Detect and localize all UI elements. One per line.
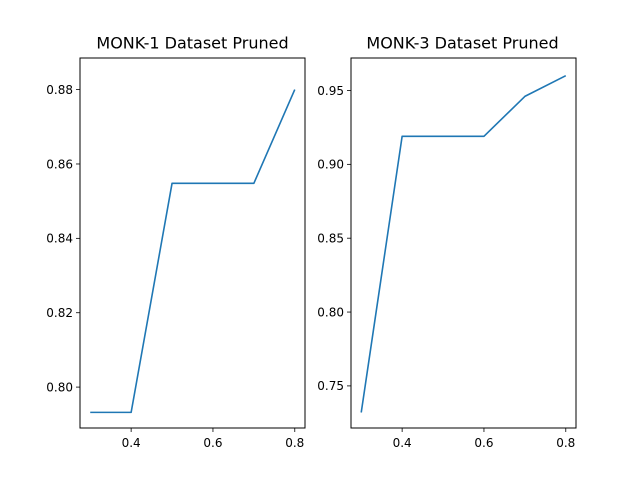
x-tick-label: 0.8: [285, 436, 304, 450]
subplot-monk-1: MONK-1 Dataset Pruned 0.4 0.6 0.8 0.80 0.82 0…: [46, 34, 306, 450]
x-tick-label: 0.6: [474, 436, 493, 450]
x-tick-label: 0.6: [203, 436, 222, 450]
y-tick-label: 0.80: [317, 305, 344, 319]
y-tick-label: 0.82: [46, 306, 73, 320]
y-tick-label: 0.75: [317, 379, 344, 393]
x-tick-label: 0.4: [122, 436, 141, 450]
subplot-title: MONK-3 Dataset Pruned: [366, 34, 558, 53]
x-tick-label: 0.8: [556, 436, 575, 450]
y-tick-label: 0.90: [317, 158, 344, 172]
y-tick-label: 0.95: [317, 84, 344, 98]
y-tick-label: 0.85: [317, 231, 344, 245]
series-line: [90, 89, 296, 414]
x-tick-label: 0.4: [393, 436, 412, 450]
y-tick-label: 0.84: [46, 232, 73, 246]
series-line: [360, 75, 567, 413]
axes-frame: [350, 57, 577, 429]
y-tick-label: 0.80: [46, 380, 73, 394]
y-tick-label: 0.88: [46, 83, 73, 97]
subplot-monk-3: MONK-3 Dataset Pruned 0.4 0.6 0.8 0.75 0.80 0…: [317, 34, 577, 450]
y-tick-label: 0.86: [46, 157, 73, 171]
subplot-title: MONK-1 Dataset Pruned: [96, 34, 288, 53]
axes-frame: [79, 57, 306, 429]
